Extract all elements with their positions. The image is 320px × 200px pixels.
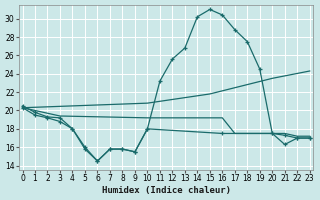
- X-axis label: Humidex (Indice chaleur): Humidex (Indice chaleur): [102, 186, 231, 195]
